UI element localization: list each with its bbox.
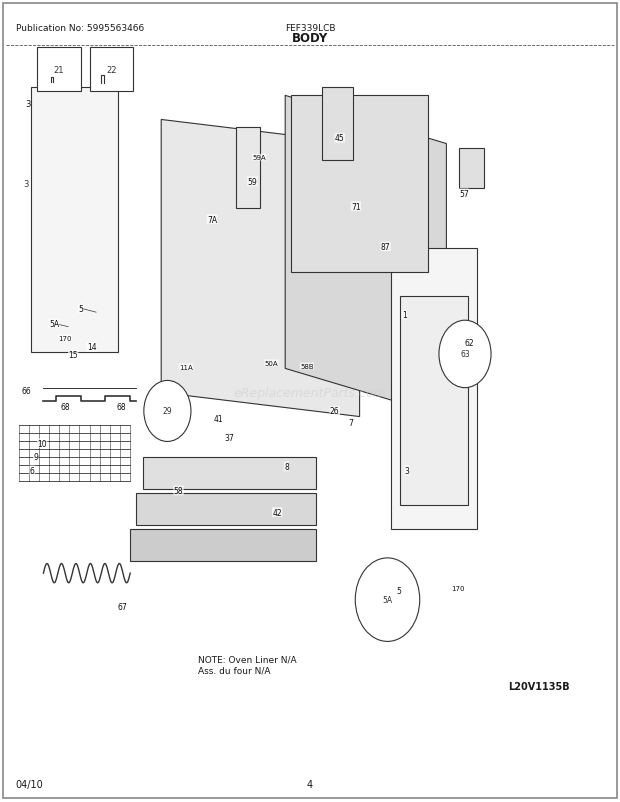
Text: 57: 57 (459, 189, 469, 199)
FancyBboxPatch shape (291, 96, 428, 273)
Text: 7: 7 (348, 418, 353, 427)
FancyBboxPatch shape (37, 48, 81, 92)
Text: FEF339LCB: FEF339LCB (285, 23, 335, 33)
Text: 41: 41 (214, 414, 224, 423)
Text: 3: 3 (25, 99, 30, 109)
Text: 170: 170 (58, 335, 72, 342)
Text: 11A: 11A (179, 364, 193, 371)
FancyBboxPatch shape (400, 297, 468, 505)
Text: 170: 170 (451, 585, 464, 591)
Text: 63: 63 (460, 350, 470, 359)
Text: 29: 29 (162, 407, 172, 416)
Text: 15: 15 (68, 350, 78, 360)
FancyBboxPatch shape (90, 48, 133, 92)
Text: 3: 3 (24, 180, 29, 189)
FancyBboxPatch shape (322, 88, 353, 160)
FancyBboxPatch shape (143, 457, 316, 489)
Text: 37: 37 (224, 433, 234, 443)
Circle shape (144, 381, 191, 442)
Text: 58B: 58B (300, 363, 314, 370)
Text: Publication No: 5995563466: Publication No: 5995563466 (16, 23, 144, 33)
Text: 9: 9 (33, 452, 38, 462)
Text: 68: 68 (116, 402, 126, 411)
Text: BODY: BODY (292, 32, 328, 45)
FancyBboxPatch shape (136, 493, 316, 525)
Text: 1: 1 (402, 310, 407, 320)
Text: 5: 5 (396, 585, 401, 595)
Text: eReplacementParts.com: eReplacementParts.com (234, 387, 386, 399)
Polygon shape (285, 96, 446, 417)
Polygon shape (161, 120, 360, 417)
Text: 59A: 59A (252, 155, 266, 161)
Text: 5A: 5A (49, 319, 59, 329)
Text: 26: 26 (330, 407, 340, 416)
Text: 5: 5 (78, 304, 83, 314)
Text: 50A: 50A (265, 360, 278, 367)
Text: 5A: 5A (383, 595, 392, 605)
Text: 21: 21 (54, 66, 64, 75)
Text: 22: 22 (107, 66, 117, 75)
Text: 42: 42 (272, 508, 282, 517)
Text: Ass. du four N/A: Ass. du four N/A (198, 665, 271, 674)
FancyBboxPatch shape (130, 529, 316, 561)
Text: 67: 67 (118, 602, 128, 612)
Circle shape (439, 321, 491, 388)
FancyBboxPatch shape (31, 88, 118, 353)
Text: 10: 10 (37, 439, 47, 448)
FancyBboxPatch shape (236, 128, 260, 209)
Text: 59: 59 (247, 177, 257, 187)
Text: 4: 4 (307, 780, 313, 789)
Text: 04/10: 04/10 (16, 780, 43, 789)
Text: 58: 58 (174, 486, 184, 496)
FancyBboxPatch shape (459, 148, 484, 188)
Text: 66: 66 (21, 387, 31, 396)
Text: 45: 45 (335, 134, 345, 144)
Text: 6: 6 (30, 466, 35, 476)
Text: 7A: 7A (207, 215, 217, 225)
FancyBboxPatch shape (391, 249, 477, 529)
Circle shape (355, 558, 420, 642)
Text: NOTE: Oven Liner N/A: NOTE: Oven Liner N/A (198, 654, 297, 664)
Text: 8: 8 (284, 462, 289, 472)
Text: 62: 62 (464, 338, 474, 348)
Text: 3: 3 (405, 466, 410, 476)
Text: 68: 68 (60, 402, 70, 411)
Text: 71: 71 (351, 202, 361, 212)
Text: 14: 14 (87, 342, 97, 352)
Text: L20V1135B: L20V1135B (508, 681, 570, 691)
Text: 87: 87 (381, 242, 391, 252)
